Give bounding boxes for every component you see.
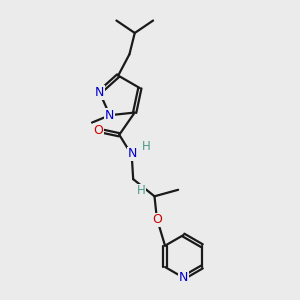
- Text: H: H: [142, 140, 151, 152]
- Text: H: H: [137, 184, 146, 197]
- Text: N: N: [95, 86, 104, 99]
- Text: N: N: [128, 148, 137, 160]
- Text: O: O: [152, 214, 162, 226]
- Text: N: N: [105, 109, 115, 122]
- Text: O: O: [94, 124, 103, 137]
- Text: N: N: [179, 271, 188, 284]
